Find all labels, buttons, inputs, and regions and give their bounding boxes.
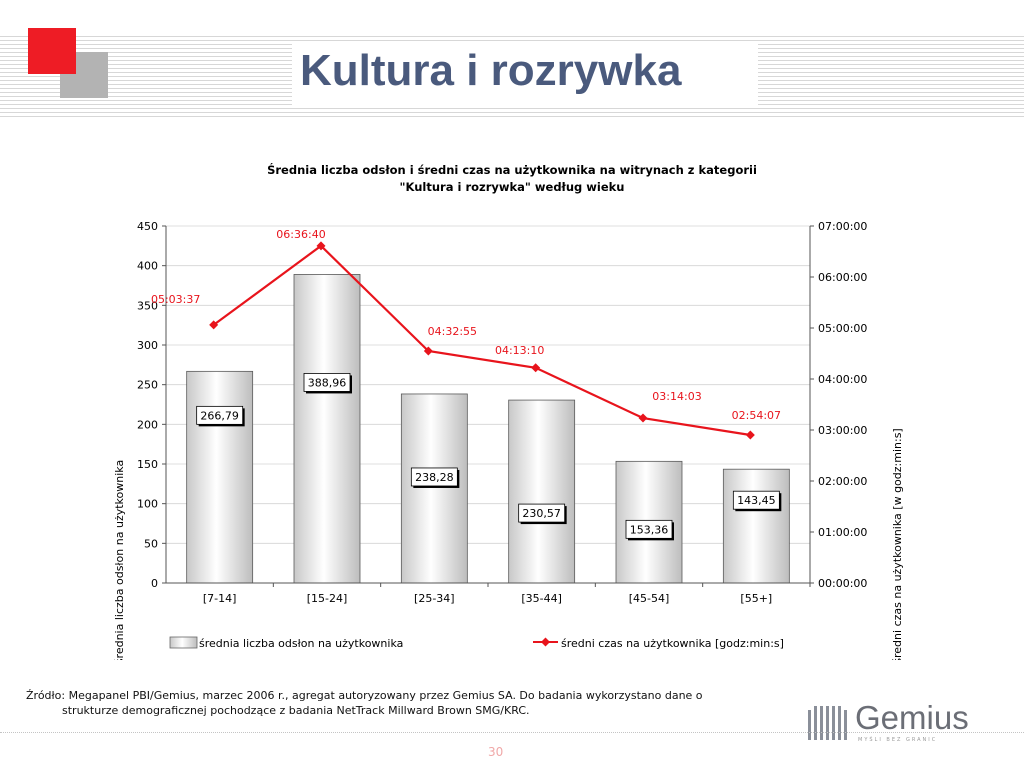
category-label: [35-44] [521, 592, 562, 605]
legend-line-marker [541, 637, 550, 647]
logo-red-square [28, 28, 76, 74]
time-value-label: 05:03:37 [151, 293, 200, 306]
left-axis-ticks: 0 50 100 150 200 250 300 350 400 450 [137, 220, 158, 590]
right-tick-label: 03:00:00 [818, 424, 867, 437]
bar-value-labels: 266,79 388,96 238,28 230,57 153,36 143,45 [196, 373, 782, 541]
time-point-marker [531, 363, 541, 373]
time-point-marker [209, 320, 219, 330]
left-tick-label: 150 [137, 458, 158, 471]
time-line-series [209, 241, 755, 440]
time-point-marker [638, 413, 648, 423]
category-label: [15-24] [307, 592, 348, 605]
category-label: [7-14] [203, 592, 237, 605]
source-note: Źródło: Megapanel PBI/Gemius, marzec 200… [26, 688, 786, 718]
left-tick-label: 200 [137, 418, 158, 431]
gemius-logo-icon [808, 706, 847, 740]
time-point-marker [423, 346, 433, 356]
time-value-labels: 05:03:37 06:36:40 04:32:55 04:13:10 03:14:03… [151, 228, 781, 422]
bar-value-label: 143,45 [737, 494, 776, 507]
left-tick-label: 450 [137, 220, 158, 233]
bar [186, 370, 254, 584]
bar-value-label: 266,79 [200, 409, 239, 422]
source-line-1: Źródło: Megapanel PBI/Gemius, marzec 200… [26, 689, 703, 702]
bar-value-label: 153,36 [630, 523, 669, 536]
chart-title-line2: "Kultura i rozrywka" według wieku [400, 180, 625, 194]
legend: średnia liczba odsłon na użytkownika śre… [169, 636, 784, 650]
category-label: [45-54] [629, 592, 670, 605]
left-tick-label: 100 [137, 498, 158, 511]
category-labels: [7-14] [15-24] [25-34] [35-44] [45-54] [55+] [203, 592, 772, 605]
right-tick-label: 02:00:00 [818, 475, 867, 488]
legend-bar-swatch [169, 636, 198, 649]
category-label: [55+] [740, 592, 772, 605]
bar [400, 393, 468, 584]
bar-label-box [625, 519, 673, 539]
right-tick-label: 06:00:00 [818, 271, 867, 284]
page-number: 30 [488, 745, 504, 759]
bar-label-box [303, 373, 351, 392]
chart-title-line1: Średnia liczba odsłon i średni czas na u… [267, 162, 757, 177]
bars [186, 274, 790, 584]
right-tick-label: 04:00:00 [818, 373, 867, 386]
footer-divider [0, 732, 1024, 733]
bar [508, 399, 576, 584]
bar-label-box [732, 490, 780, 510]
bar [293, 274, 361, 584]
bar-label-box [410, 467, 458, 487]
right-tick-label: 01:00:00 [818, 526, 867, 539]
y2-axis-label: średni czas na użytkownika [w godz:min:s… [891, 428, 904, 660]
bar [722, 468, 790, 584]
bar-value-label: 238,28 [415, 471, 454, 484]
left-tick-label: 300 [137, 339, 158, 352]
time-point-marker [316, 241, 326, 251]
gemius-brand: Gemius [855, 699, 969, 736]
time-value-label: 03:14:03 [652, 390, 701, 403]
page-title: Kultura i rozrywka [300, 46, 682, 95]
left-tick-label: 50 [144, 537, 158, 550]
right-axis-ticks: 00:00:00 01:00:00 02:00:00 03:00:00 04:00:00… [818, 220, 867, 590]
time-value-label: 02:54:07 [732, 409, 781, 422]
title-background [292, 44, 758, 108]
right-tick-label: 00:00:00 [818, 577, 867, 590]
y-axis-label: średnia liczba odsłon na użytkownika [113, 460, 126, 660]
axes [162, 225, 814, 587]
time-value-label: 04:32:55 [428, 325, 477, 338]
time-point-marker [745, 430, 755, 440]
time-line [213, 244, 751, 437]
left-tick-label: 400 [137, 260, 158, 273]
bar-label-box [518, 503, 566, 523]
source-line-2: strukturze demograficznej pochodzące z b… [62, 704, 530, 717]
chart: Średnia liczba odsłon i średni czas na u… [113, 162, 904, 660]
bar-label-box [196, 405, 244, 425]
gridlines [166, 225, 810, 584]
left-tick-label: 0 [151, 577, 158, 590]
right-tick-label: 05:00:00 [818, 322, 867, 335]
legend-bar-label: średnia liczba odsłon na użytkownika [199, 637, 403, 650]
category-label: [25-34] [414, 592, 455, 605]
left-tick-label: 350 [137, 299, 158, 312]
bar-value-label: 388,96 [308, 376, 347, 389]
time-value-label: 04:13:10 [495, 344, 544, 357]
right-tick-label: 07:00:00 [818, 220, 867, 233]
left-tick-label: 250 [137, 379, 158, 392]
gemius-tagline: MYŚLI BEZ GRANIC [858, 737, 938, 743]
legend-line-label: średni czas na użytkownika [godz:min:s] [561, 637, 784, 650]
bar-value-label: 230,57 [522, 507, 561, 520]
time-value-label: 06:36:40 [276, 228, 325, 241]
